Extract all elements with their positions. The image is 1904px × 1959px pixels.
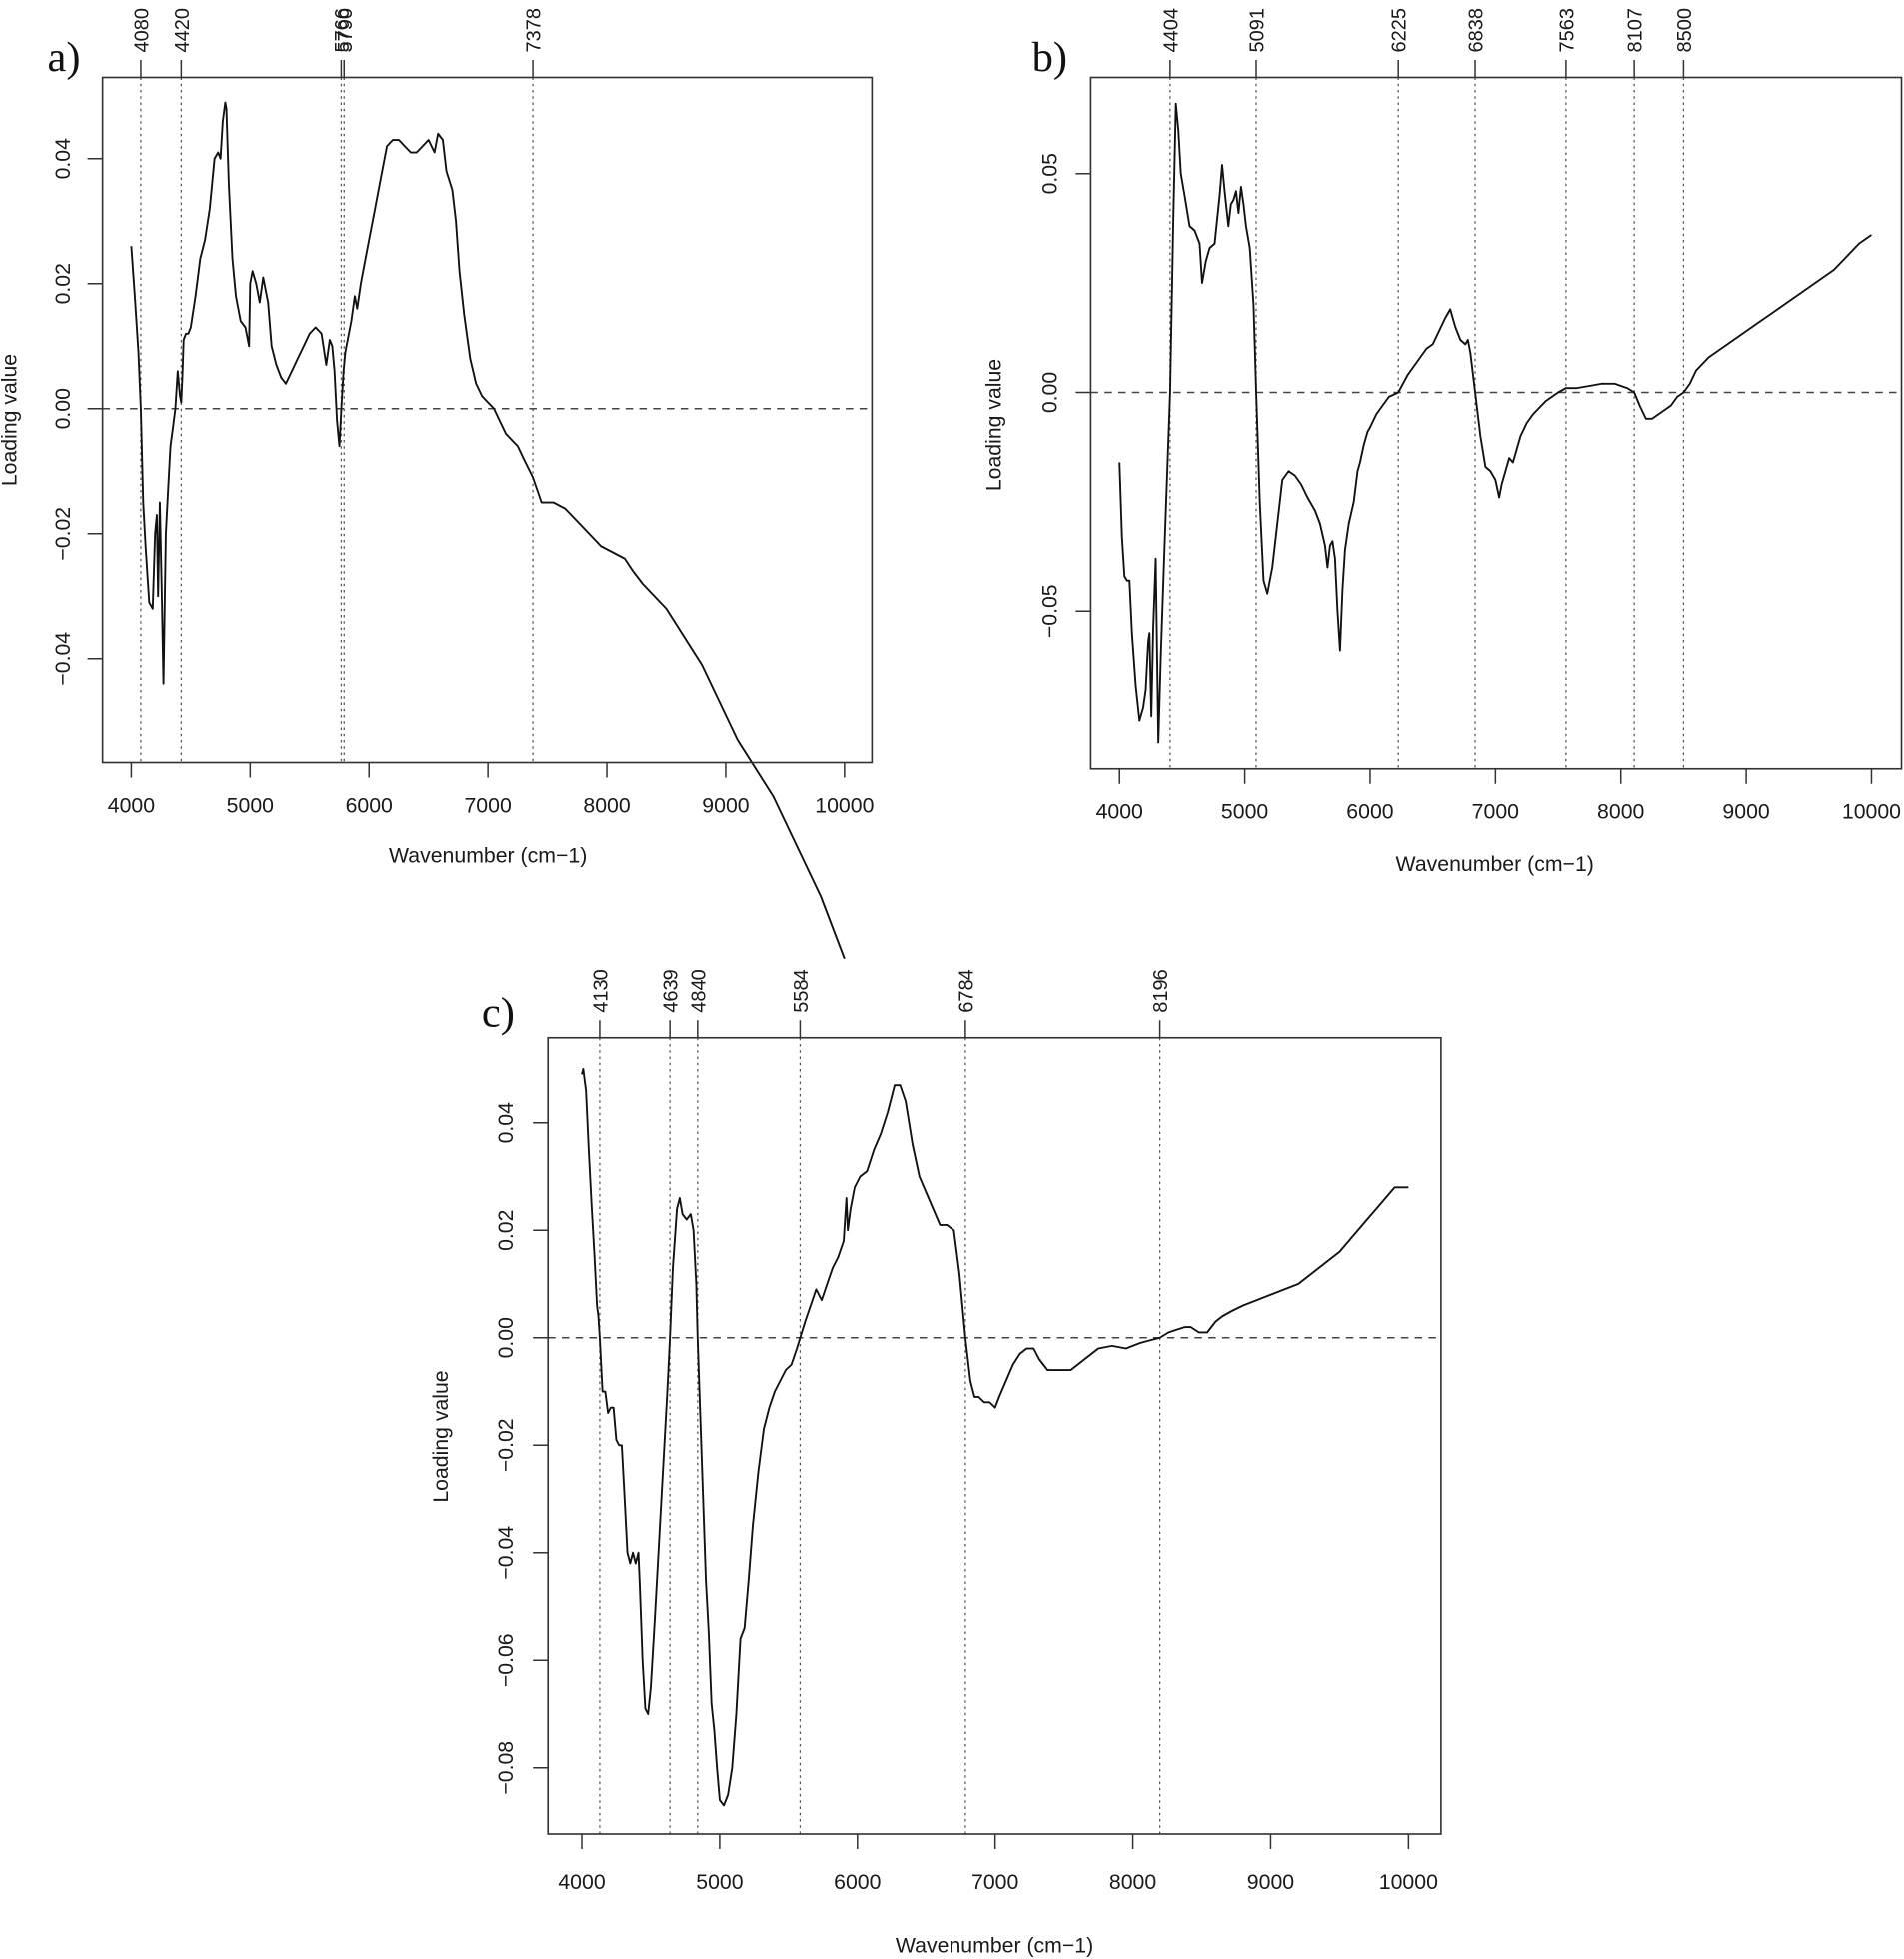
loading-curve: [581, 1068, 1409, 1807]
y-axis-title-a: Loading value: [0, 354, 21, 486]
peak-label: 8500: [1674, 8, 1696, 52]
x-axis-title-b: Wavenumber (cm−1): [1396, 852, 1594, 876]
peak-label: 5766: [332, 8, 354, 52]
x-tick-label: 5000: [1221, 800, 1268, 824]
peak-label: 4130: [590, 969, 612, 1012]
x-tick-label: 10000: [1379, 1870, 1438, 1894]
loading-curve: [130, 101, 846, 960]
x-tick-label: 6000: [1346, 800, 1393, 824]
x-tick-label: 7000: [1472, 800, 1519, 824]
y-tick-label: 0.00: [51, 388, 75, 429]
x-tick-label: 8000: [583, 794, 630, 818]
y-tick-label: −0.08: [494, 1741, 518, 1795]
y-tick-label: 0.04: [494, 1102, 518, 1144]
x-tick-label: 7000: [971, 1870, 1018, 1894]
y-tick-label: −0.04: [51, 632, 75, 686]
y-tick-label: 0.05: [1038, 153, 1062, 194]
x-tick-label: 5000: [227, 794, 274, 818]
peak-label: 4080: [131, 8, 153, 52]
panel-label-c: c): [482, 990, 515, 1037]
peak-label: 6225: [1389, 8, 1411, 52]
panel-label-b: b): [1032, 34, 1067, 81]
x-tick-label: 10000: [815, 794, 874, 818]
x-tick-label: 8000: [1597, 800, 1644, 824]
x-tick-label: 4000: [108, 794, 155, 818]
x-tick-label: 4000: [558, 1870, 605, 1894]
y-tick-label: −0.06: [494, 1633, 518, 1687]
y-axis-title-c: Loading value: [429, 1370, 453, 1502]
loading-curve: [1118, 102, 1872, 744]
y-axis-title-b: Loading value: [981, 359, 1005, 491]
peak-label: 7563: [1556, 8, 1578, 52]
x-tick-label: 9000: [1247, 1870, 1294, 1894]
chart-a: a) Wavenumber (cm−1) Loading value 4080 4…: [0, 8, 874, 960]
y-tick-label: 0.04: [51, 138, 75, 180]
y-tick-label: 0.02: [51, 263, 75, 304]
peak-label: 4639: [661, 969, 683, 1012]
peak-label: 4420: [172, 8, 194, 52]
peak-label: 7378: [524, 8, 546, 52]
chart-b: b) Wavenumber (cm−1) Loading value 4404 5…: [981, 8, 1903, 876]
y-tick-label: 0.00: [494, 1317, 518, 1358]
x-tick-label: 9000: [1722, 800, 1769, 824]
chart-c: c) Wavenumber (cm−1) Loading value 4130 4…: [429, 969, 1442, 1958]
x-axis-title-a: Wavenumber (cm−1): [389, 844, 587, 868]
plot-frame: [547, 1036, 1442, 1835]
y-tick-label: −0.04: [494, 1526, 518, 1580]
peak-label: 4840: [688, 969, 710, 1012]
x-axis-title-c: Wavenumber (cm−1): [896, 1934, 1093, 1958]
x-tick-label: 10000: [1842, 800, 1901, 824]
plot-frame: [101, 76, 874, 764]
x-tick-label: 7000: [464, 794, 511, 818]
y-tick-label: −0.02: [494, 1418, 518, 1472]
y-tick-label: −0.02: [51, 507, 75, 561]
x-tick-label: 6000: [834, 1870, 881, 1894]
y-tick-label: 0.02: [494, 1210, 518, 1251]
plot-frame: [1089, 76, 1903, 770]
peak-label: 5091: [1247, 8, 1269, 52]
peak-label: 8107: [1625, 8, 1647, 52]
x-tick-label: 8000: [1109, 1870, 1156, 1894]
peak-label: 4404: [1160, 8, 1182, 52]
peak-label: 5790: [335, 8, 357, 52]
x-tick-label: 6000: [346, 794, 393, 818]
x-tick-label: 9000: [702, 794, 749, 818]
y-tick-label: 0.00: [1038, 372, 1062, 413]
peak-label: 6784: [955, 969, 977, 1012]
y-tick-label: −0.05: [1038, 584, 1062, 638]
panel-label-a: a): [48, 34, 81, 81]
x-tick-label: 4000: [1096, 800, 1143, 824]
peak-label: 5584: [791, 969, 813, 1012]
x-tick-label: 5000: [696, 1870, 743, 1894]
peak-label: 6838: [1466, 8, 1488, 52]
peak-label: 8196: [1150, 969, 1172, 1012]
